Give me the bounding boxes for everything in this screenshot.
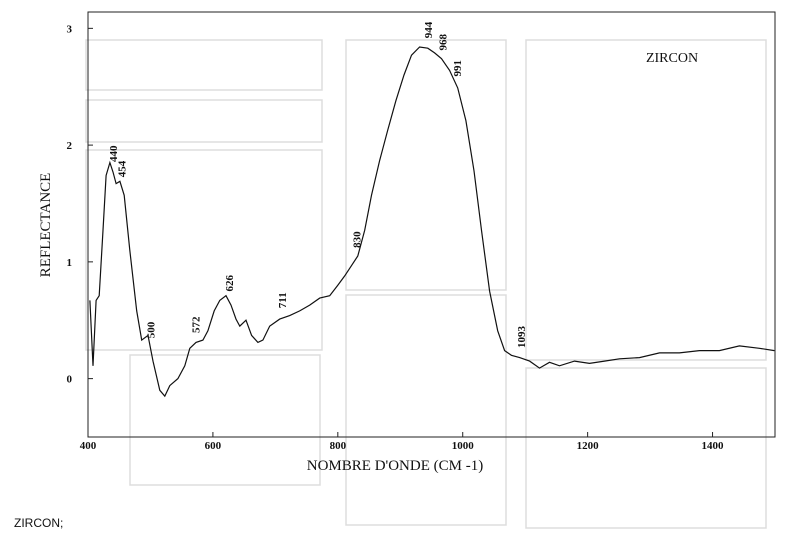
peak-label: 830	[352, 231, 364, 248]
bg-box	[345, 294, 507, 526]
x-tick-label: 1400	[702, 440, 725, 452]
y-tick-label: 3	[67, 23, 73, 35]
x-tick-label: 400	[80, 440, 97, 452]
y-tick-label: 2	[67, 140, 73, 152]
bg-box	[525, 39, 767, 361]
x-tick-label: 1000	[452, 440, 475, 452]
peak-label: 991	[452, 60, 464, 77]
peak-label: 572	[190, 316, 202, 333]
x-axis-label: NOMBRE D'ONDE (CM -1)	[307, 458, 483, 474]
bg-box	[129, 354, 321, 486]
bg-box	[525, 367, 767, 529]
peak-label: 968	[438, 33, 450, 50]
peak-label: 626	[224, 275, 236, 292]
y-tick-label: 0	[67, 374, 73, 386]
x-tick-label: 600	[205, 440, 222, 452]
x-tick-label: 800	[330, 440, 347, 452]
peak-label: 944	[423, 21, 435, 38]
peak-label: 500	[145, 321, 157, 338]
spectrum-line	[89, 46, 775, 398]
bg-box	[85, 149, 323, 351]
peak-label: 1093	[516, 326, 528, 349]
bg-box	[85, 99, 323, 143]
bg-box	[345, 39, 507, 291]
peak-label: 711	[277, 292, 289, 308]
caption: ZIRCON;	[14, 516, 63, 530]
bg-box	[85, 39, 323, 91]
y-axis-label: REFLECTANCE	[38, 173, 54, 278]
x-tick-label: 1200	[577, 440, 600, 452]
plot-frame	[87, 11, 776, 438]
peak-label: 440	[108, 145, 120, 162]
y-tick-label: 1	[67, 257, 73, 269]
background-scan	[85, 39, 767, 529]
peak-label: 454	[117, 160, 129, 177]
chart-title: ZIRCON	[646, 51, 698, 66]
